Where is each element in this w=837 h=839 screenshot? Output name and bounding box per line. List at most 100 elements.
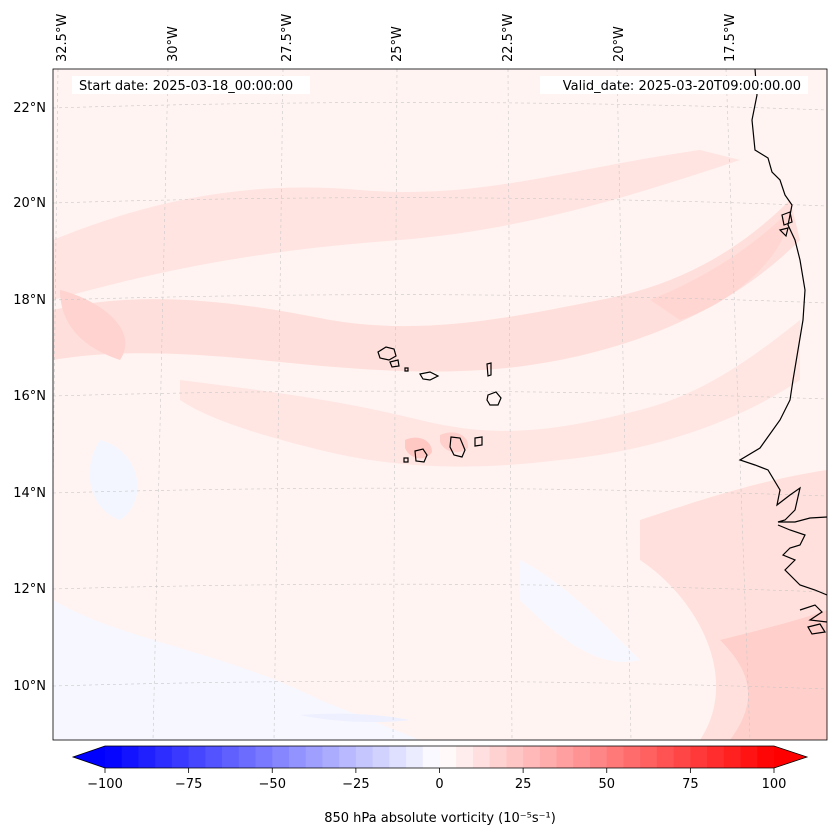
start-date-box: [72, 76, 310, 94]
colorbar-cell: [472, 746, 491, 768]
colorbar-cell: [322, 746, 340, 768]
latitude-labels: 22°N 20°N 18°N 16°N 14°N 12°N 10°N: [13, 101, 46, 694]
colorbar-cell: [573, 746, 591, 768]
map-frame: [52, 68, 828, 741]
colorbar: −100 −75 −50 −25 0 25 50 75 100 850 hPa absolute…: [71, 745, 809, 826]
colorbar-cell: [539, 746, 557, 768]
colorbar-cell: [623, 746, 641, 768]
parallel-line: [53, 197, 827, 207]
island-sao-nicolau: [419, 371, 440, 381]
lon-label-22-5w: 22.5°W: [501, 14, 516, 62]
negative-vorticity-patch: [89, 440, 138, 520]
lat-label-14n: 14°N: [13, 486, 46, 501]
colorbar-cell: [506, 746, 524, 768]
positive-vorticity-core: [650, 210, 790, 320]
lon-label-27-5w: 27.5°W: [280, 14, 295, 62]
colorbar-cell: [288, 746, 307, 768]
colorbar-tick-label: 50: [598, 777, 615, 792]
coastlines: [377, 69, 827, 635]
positive-vorticity-core: [720, 610, 827, 740]
coastal-island: [807, 623, 826, 635]
colorbar-tick-label: 25: [515, 777, 532, 792]
colorbar-cell: [656, 746, 675, 768]
lat-label-12n: 12°N: [13, 582, 46, 597]
colorbar-tick-label: 100: [762, 777, 787, 792]
island-santo-antao: [377, 346, 397, 361]
colorbar-cell: [673, 746, 691, 768]
colorbar-cell: [188, 746, 206, 768]
colorbar-tick-label: −25: [342, 777, 369, 792]
colorbar-cell: [339, 746, 357, 768]
colorbar-cell: [406, 746, 424, 768]
start-date-label: Start date: 2025-03-18_00:00:00: [79, 79, 293, 94]
lon-label-32-5w: 32.5°W: [55, 14, 70, 62]
positive-vorticity-band: [180, 320, 800, 467]
colorbar-cells: [105, 746, 775, 768]
colorbar-tick-label: 0: [435, 777, 443, 792]
meridian-line: [725, 69, 751, 740]
colorbar-cell: [590, 746, 608, 768]
parallel-line: [53, 680, 827, 690]
meridian-line: [273, 69, 284, 740]
colorbar-cell: [205, 746, 223, 768]
colorbar-cell: [439, 746, 457, 768]
colorbar-tick-label: −50: [259, 777, 286, 792]
coastal-island: [781, 211, 793, 226]
colorbar-tick-label: −75: [175, 777, 202, 792]
colorbar-cell: [757, 746, 775, 768]
african-coastline: [799, 604, 827, 623]
meridian-line: [152, 69, 169, 740]
colorbar-cell: [556, 746, 574, 768]
parallel-line: [53, 583, 827, 593]
island-maio: [474, 436, 483, 447]
positive-vorticity-band: [53, 150, 740, 300]
colorbar-cell: [272, 746, 290, 768]
negative-vorticity-patch: [300, 713, 410, 723]
colorbar-cell: [305, 746, 323, 768]
colorbar-cell: [121, 746, 139, 768]
positive-vorticity-core: [440, 432, 469, 453]
lon-label-30w: 30°W: [166, 26, 181, 62]
colorbar-cell: [489, 746, 507, 768]
island-brava: [403, 457, 409, 463]
colorbar-cell: [422, 746, 440, 768]
island-sao-vicente: [389, 359, 400, 368]
colorbar-cell: [690, 746, 708, 768]
valid-date-label: Valid_date: 2025-03-20T09:00:00.00: [563, 79, 801, 94]
vorticity-field: [53, 150, 827, 740]
colorbar-cell: [372, 746, 390, 768]
african-coastline: [777, 524, 827, 596]
colorbar-cell: [707, 746, 725, 768]
colorbar-cell: [171, 746, 190, 768]
island-boa-vista: [486, 391, 502, 406]
lat-label-18n: 18°N: [13, 293, 46, 308]
colorbar-tick-label: −100: [87, 777, 123, 792]
colorbar-cell: [138, 746, 156, 768]
colorbar-cell: [740, 746, 758, 768]
parallel-line: [53, 487, 827, 497]
colorbar-cell: [222, 746, 240, 768]
negative-vorticity-patch: [53, 600, 420, 740]
lat-label-10n: 10°N: [13, 679, 46, 694]
colorbar-cell: [606, 746, 624, 768]
colorbar-label: 850 hPa absolute vorticity (10⁻⁵s⁻¹): [324, 811, 556, 826]
colorbar-cell: [640, 746, 658, 768]
meridian-line: [392, 69, 398, 740]
colorbar-tick-label: 75: [682, 777, 699, 792]
positive-vorticity-core: [60, 290, 126, 360]
lat-label-22n: 22°N: [13, 101, 46, 116]
colorbar-max-extend-arrow: [774, 746, 807, 768]
lat-label-20n: 20°N: [13, 196, 46, 211]
meridian-line: [616, 69, 632, 740]
coastal-island: [778, 227, 789, 238]
lon-label-25w: 25°W: [390, 26, 405, 62]
lon-label-20w: 20°W: [612, 26, 627, 62]
parallel-line: [53, 102, 827, 111]
island-santiago: [449, 436, 466, 458]
island-sal: [486, 362, 492, 377]
colorbar-min-extend-arrow: [73, 746, 105, 768]
island-fogo: [414, 448, 428, 463]
island-santa-luzia: [404, 367, 409, 372]
colorbar-cell: [723, 746, 741, 768]
lon-label-17-5w: 17.5°W: [723, 14, 738, 62]
